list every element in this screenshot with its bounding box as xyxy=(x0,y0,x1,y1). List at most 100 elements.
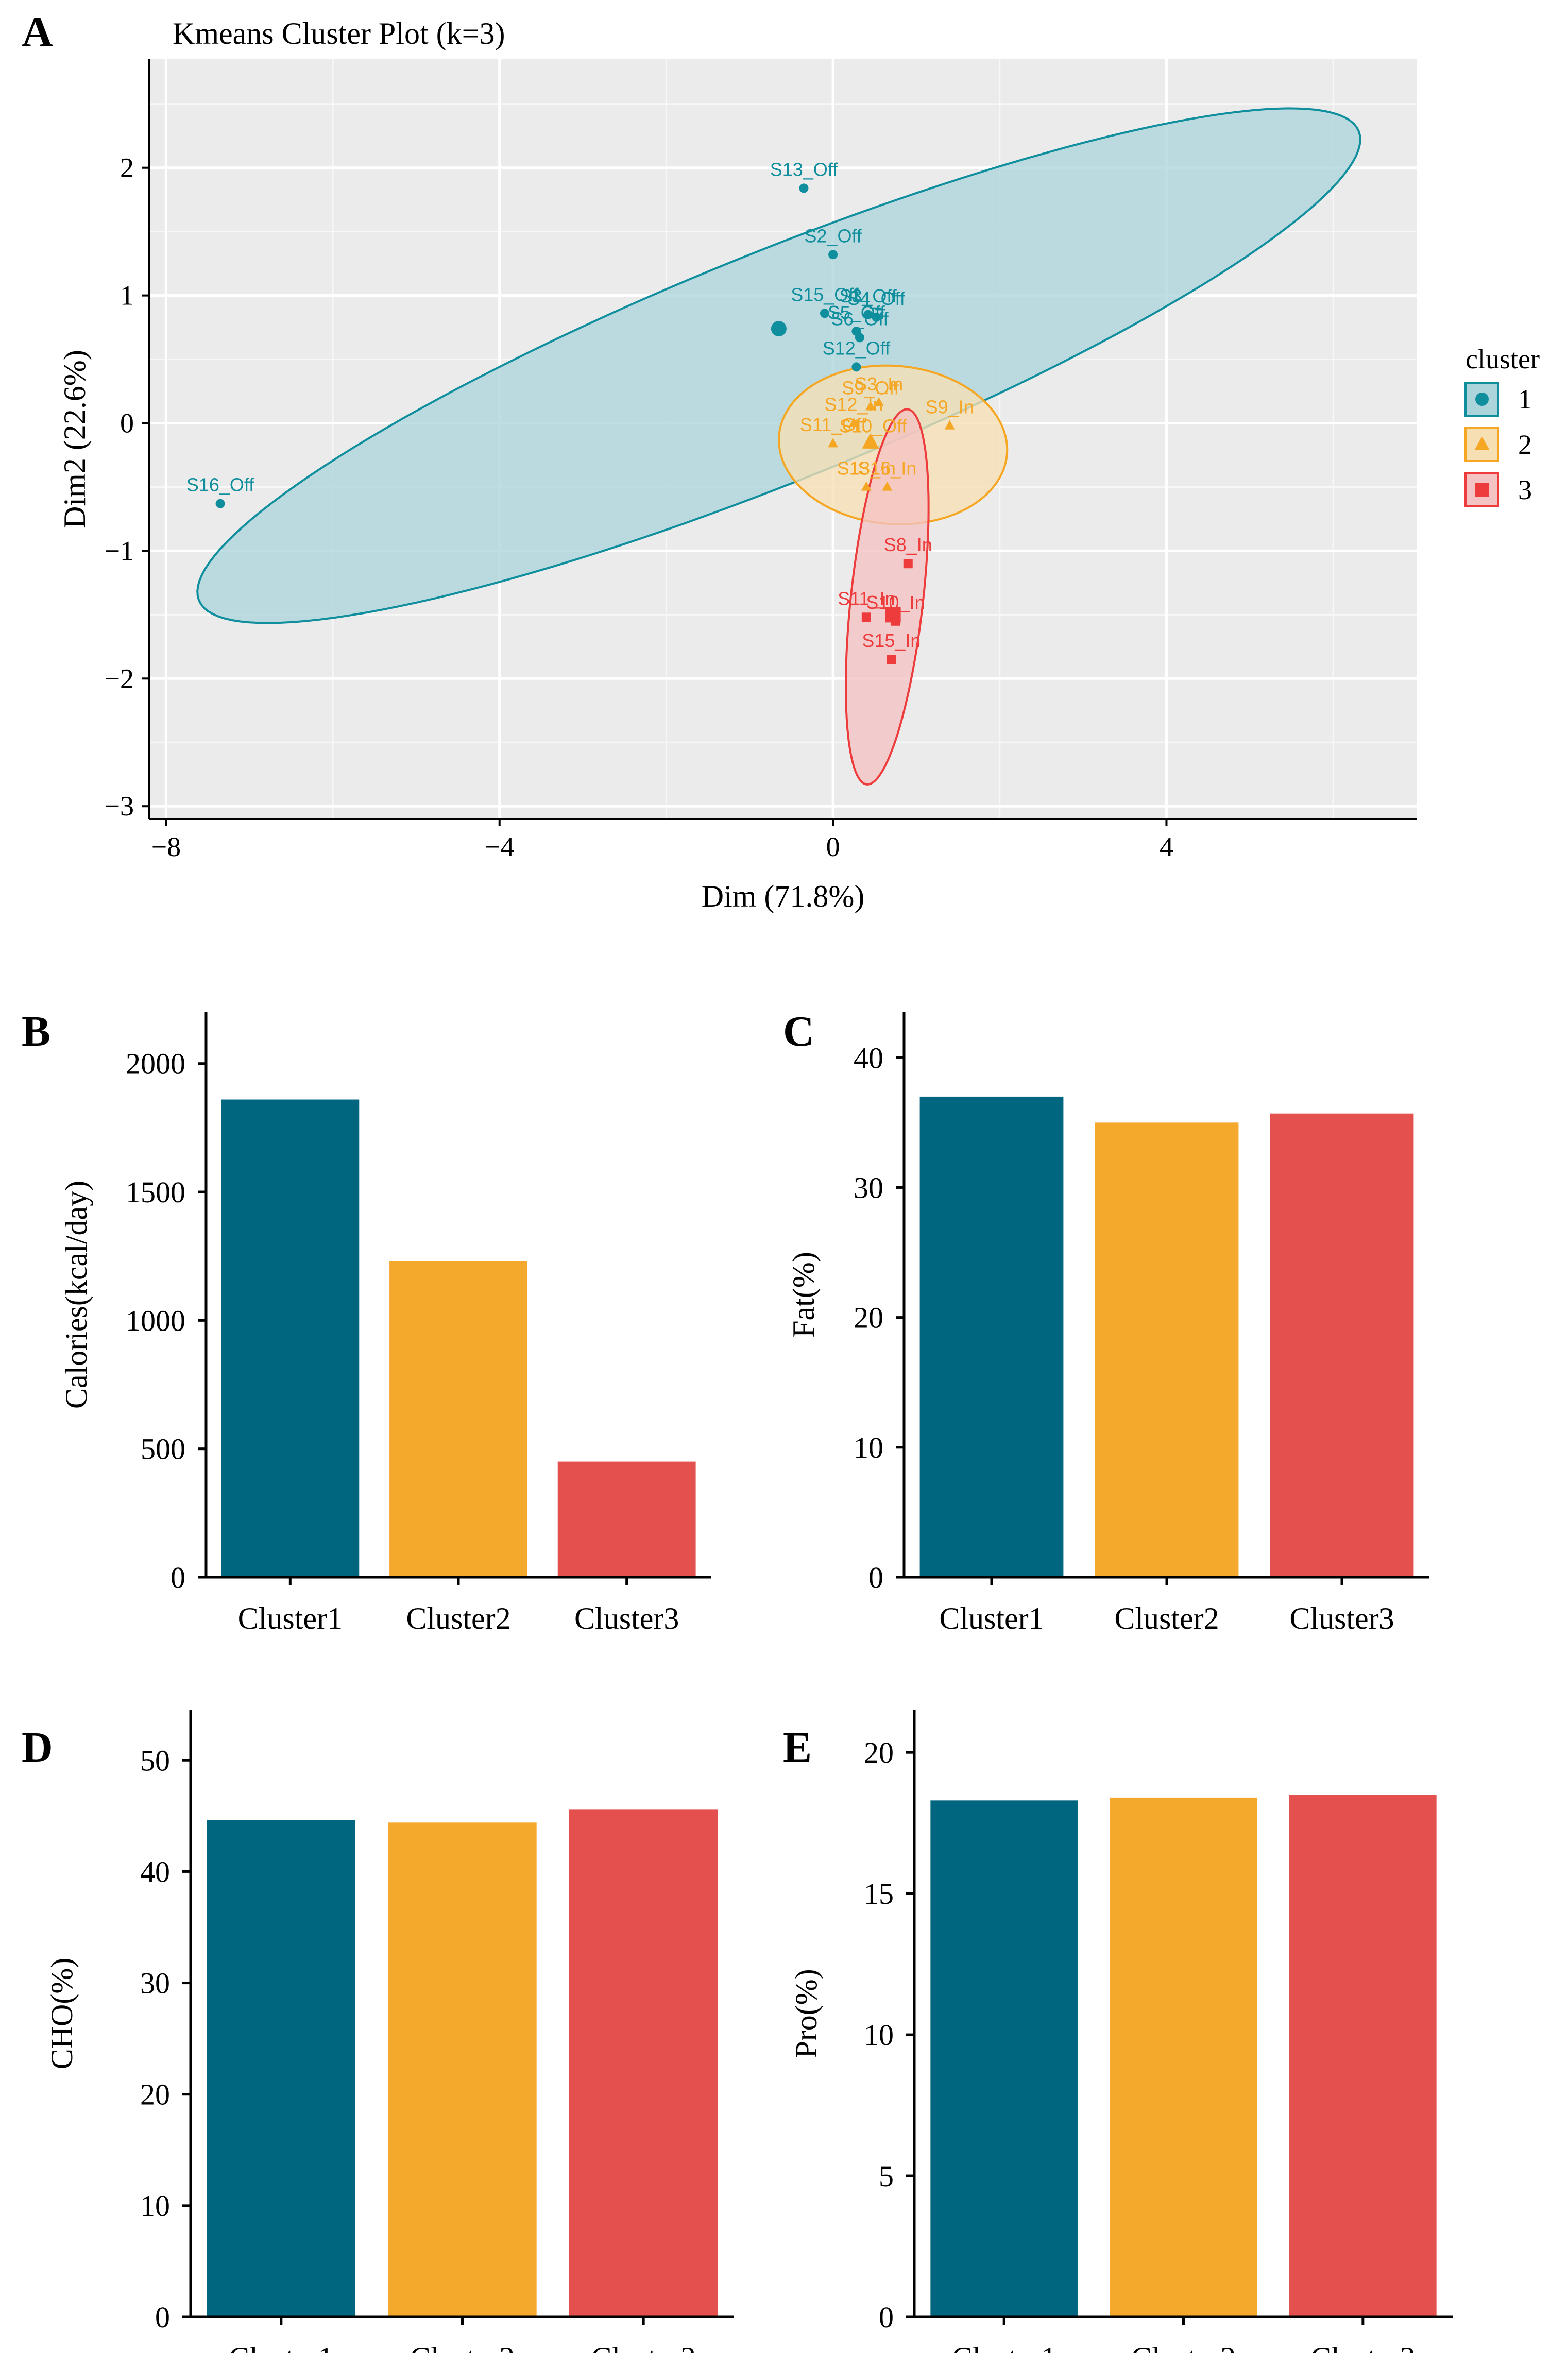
y-tick-label: 20 xyxy=(864,1736,894,1769)
y-tick-label: 20 xyxy=(140,2078,170,2111)
legend-label: 2 xyxy=(1518,429,1532,460)
bar-cluster3 xyxy=(569,1809,718,2317)
cluster-ellipse-3 xyxy=(845,408,930,786)
data-point-S11_Off xyxy=(828,438,839,448)
data-point-S15_Off xyxy=(820,309,829,318)
bar-cluster3 xyxy=(557,1461,696,1577)
x-tick-label: Cluster1 xyxy=(238,1601,343,1635)
point-label: S2_Off xyxy=(804,225,862,246)
y-tick-label: 1500 xyxy=(126,1175,185,1209)
y-tick-label: 50 xyxy=(140,1744,170,1777)
data-point-S9_Off xyxy=(865,401,876,411)
y-tick-label: 1 xyxy=(120,280,134,311)
y-tick-label: 30 xyxy=(140,1967,170,2000)
y-tick-label: 5 xyxy=(879,2159,894,2193)
data-point-S12_Off xyxy=(851,362,861,372)
bar-cluster2 xyxy=(388,1822,537,2317)
panel-a-label: A xyxy=(22,8,53,56)
point-label: S11_Off xyxy=(800,414,867,435)
y-tick-label: 0 xyxy=(868,1561,883,1594)
x-tick-label: −8 xyxy=(151,831,181,862)
legend-key-3 xyxy=(1464,472,1499,507)
x-tick-label: 4 xyxy=(1160,831,1173,862)
x-tick-label: Cluster1 xyxy=(229,2341,333,2353)
y-axis-title: Fat(%) xyxy=(787,1252,821,1338)
x-tick-label: Cluster2 xyxy=(1131,2341,1236,2353)
panel-d: D Cluster1 Cluster2 Cluster3 0 10 20 30 40 50 CHO(… xyxy=(22,1710,734,2353)
cluster-ellipse-1 xyxy=(196,107,1361,624)
bar-cluster2 xyxy=(389,1261,527,1577)
point-label: S13_Off xyxy=(770,159,838,180)
data-point-S8_In xyxy=(903,559,913,569)
x-tick-label: Cluster2 xyxy=(410,2341,515,2353)
x-axis-title: Dim (71.8%) xyxy=(702,879,865,913)
data-point-S2_Off xyxy=(828,250,838,260)
y-tick-label: 500 xyxy=(141,1433,185,1466)
legend-marker-3 xyxy=(1475,483,1489,497)
x-tick-label: Cluster1 xyxy=(939,1601,1044,1635)
data-point-S11_In xyxy=(861,612,871,622)
point-label: S6_Off xyxy=(831,308,889,329)
data-point-S4_Off xyxy=(872,312,881,322)
panel-a-title: Kmeans Cluster Plot (k=3) xyxy=(173,16,505,50)
panel-label: E xyxy=(783,1724,812,1771)
bar-cluster1 xyxy=(930,1800,1078,2317)
x-tick-label: Cluster3 xyxy=(1310,2341,1415,2353)
point-label: S15_In xyxy=(862,630,921,651)
y-tick-label: 10 xyxy=(864,2018,894,2052)
point-label: S9_In xyxy=(926,396,974,417)
panel-e: E Cluster1 Cluster2 Cluster3 0 5 10 15 20 Pro(%) xyxy=(783,1710,1453,2353)
data-point-S16_Off xyxy=(215,499,225,508)
x-tick-label: Cluster2 xyxy=(1114,1601,1219,1635)
legend-marker-1 xyxy=(1475,393,1489,406)
point-label: S9_Off xyxy=(842,377,899,398)
point-label: S10_Off xyxy=(839,416,907,437)
x-tick-label: 0 xyxy=(826,831,840,862)
data-point-S3_Off xyxy=(863,310,873,319)
x-tick-label: Cluster3 xyxy=(1289,1601,1394,1635)
cluster-center-2 xyxy=(862,433,879,449)
panel-label: B xyxy=(22,1008,50,1055)
x-tick-label: Cluster3 xyxy=(591,2341,696,2353)
point-label: S16_Off xyxy=(186,474,254,496)
bar-cluster1 xyxy=(221,1099,360,1577)
y-tick-label: 40 xyxy=(140,1855,170,1888)
y-tick-label: 0 xyxy=(171,1561,185,1594)
legend-marker-2 xyxy=(1474,436,1490,450)
point-label: S5_Off xyxy=(828,302,885,323)
bar-cluster2 xyxy=(1110,1797,1257,2317)
y-axis-title: Calories(kcal/day) xyxy=(59,1181,93,1409)
x-tick-label: Cluster2 xyxy=(406,1601,510,1635)
bar-cluster2 xyxy=(1095,1122,1239,1577)
point-label: S11_In xyxy=(838,588,895,609)
point-label: S12_Off xyxy=(823,337,891,359)
data-point-S13_In xyxy=(861,481,872,491)
panel-a: A Kmeans Cluster Plot (k=3) S13_Off S2_Off S… xyxy=(22,8,1540,913)
x-tick-label: Cluster3 xyxy=(574,1601,679,1635)
point-label: S4_Off xyxy=(848,288,906,309)
data-point-S12_In xyxy=(848,417,859,427)
x-tick-label: −4 xyxy=(485,831,514,862)
data-point-S13_Off xyxy=(799,183,809,193)
point-label: S3_Off xyxy=(839,285,897,306)
y-tick-label: −2 xyxy=(105,663,134,694)
y-tick-label: 15 xyxy=(864,1877,894,1911)
y-axis-title: Pro(%) xyxy=(789,1969,823,2058)
bar-cluster1 xyxy=(207,1820,356,2317)
y-tick-label: 2 xyxy=(120,152,134,183)
point-label: S12_In xyxy=(825,394,883,415)
bar-cluster3 xyxy=(1289,1795,1437,2317)
y-tick-label: 20 xyxy=(854,1301,883,1335)
y-tick-label: 0 xyxy=(155,2300,170,2334)
legend-title: cluster xyxy=(1465,344,1540,374)
y-tick-label: 2000 xyxy=(126,1047,185,1081)
point-label: S16_In xyxy=(858,457,916,479)
legend-key-2 xyxy=(1464,427,1499,462)
panel-c: C Cluster1 Cluster2 Cluster3 0 10 20 30 40 Fat(%) xyxy=(783,1008,1429,1635)
legend-label: 1 xyxy=(1518,384,1532,415)
y-tick-label: −1 xyxy=(105,535,134,566)
y-tick-label: 1000 xyxy=(126,1304,185,1337)
y-tick-label: 0 xyxy=(120,408,134,439)
point-label: S3_In xyxy=(855,373,903,395)
data-point-S3_In xyxy=(874,397,884,407)
